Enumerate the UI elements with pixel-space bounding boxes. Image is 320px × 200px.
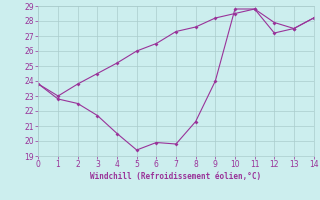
X-axis label: Windchill (Refroidissement éolien,°C): Windchill (Refroidissement éolien,°C) — [91, 172, 261, 181]
